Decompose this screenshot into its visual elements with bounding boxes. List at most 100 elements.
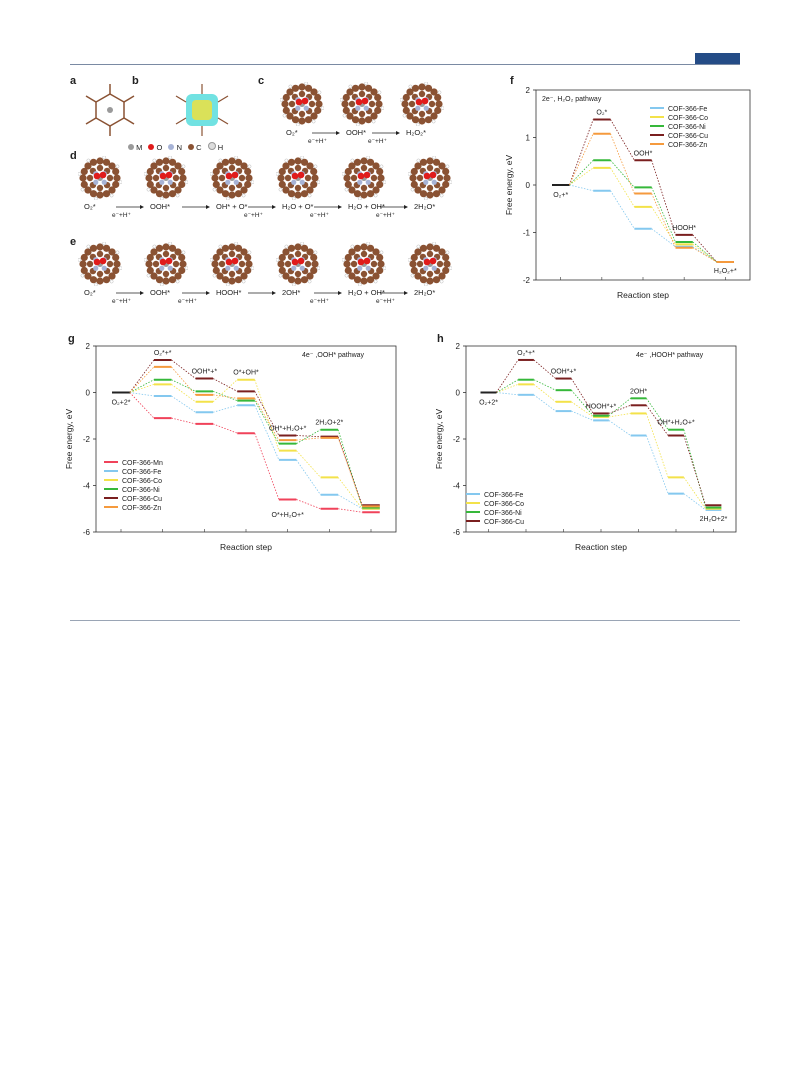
connector-line <box>610 119 635 161</box>
connector-line <box>254 433 280 500</box>
molecule-illustration <box>275 241 321 287</box>
legend-label: COF-366-Co <box>484 501 524 508</box>
y-tick-label: 2 <box>456 342 461 351</box>
molecule-caption: 2OH* <box>282 288 301 297</box>
legend-label: COF-366-Cu <box>122 496 162 503</box>
molecule-state-row_d-4 <box>341 155 387 205</box>
panel-label-f: f <box>510 75 514 87</box>
y-tick-label: -6 <box>83 528 91 537</box>
charge-density-structure-b <box>175 84 229 136</box>
connector-line <box>608 404 631 414</box>
y-tick-label: 0 <box>526 181 531 190</box>
legend-label: COF-366-Co <box>122 478 162 485</box>
atom-M-label: M <box>136 143 143 152</box>
molecule-state-row_e-2 <box>209 241 255 291</box>
legend-label: COF-366-Mn <box>122 460 163 467</box>
y-tick-label: -2 <box>453 435 461 444</box>
step-label: 2H₂O+2* <box>700 516 728 523</box>
connector-line <box>683 435 707 506</box>
legend-label: COF-366-Ni <box>484 510 522 517</box>
legend-label: COF-366-Fe <box>668 106 707 113</box>
molecule-caption: H₂O + OH* <box>348 202 385 211</box>
connector-line <box>610 160 635 188</box>
molecule-caption: H₂O + OH* <box>348 288 385 297</box>
y-tick-label: -2 <box>83 435 91 444</box>
arrow-label: e⁻+H⁺ <box>112 298 131 305</box>
connector-line <box>254 379 280 451</box>
atom-C-dot <box>188 144 195 150</box>
legend-label: COF-366-Co <box>668 115 708 122</box>
molecule-illustration <box>77 155 123 201</box>
connector-line <box>610 167 635 208</box>
legend-label: COF-366-Cu <box>484 519 524 526</box>
chart-f: 2 1 0 -1 -2 Free energy, eV Reaction step 2e⁻, … <box>504 86 751 300</box>
connector-line <box>338 508 363 513</box>
y-tick-label: 2 <box>526 86 531 95</box>
reaction-arrow <box>380 291 408 295</box>
arrow-label: e⁻+H⁺ <box>310 212 329 219</box>
connector-line <box>683 477 706 509</box>
connector-line <box>212 378 238 392</box>
connector-line <box>213 394 238 399</box>
molecule-illustration <box>407 241 453 287</box>
x-axis-label: Reaction step <box>575 542 627 552</box>
step-label: O₂+2* <box>112 400 131 407</box>
step-label: OH*+H₂O+* <box>269 426 307 433</box>
connector-line <box>129 359 155 393</box>
connector-line <box>610 190 635 229</box>
pathway-subtitle: 4e⁻ ,HOOH* pathway <box>636 352 704 359</box>
atom-M-dot <box>128 144 134 150</box>
step-label: 2H₂O+2* <box>315 420 343 427</box>
connector-line <box>171 417 196 425</box>
step-label: OOH* <box>634 150 653 157</box>
panel-label-c: c <box>258 75 265 87</box>
connector-line <box>296 450 321 478</box>
molecule-state-row_c-2 <box>399 81 445 131</box>
molecule-illustration <box>209 155 255 201</box>
connector-line <box>571 410 594 421</box>
connector-line <box>646 405 669 436</box>
atom-O-label: O <box>156 143 163 152</box>
legend-label: COF-366-Ni <box>122 487 160 494</box>
molecule-caption: 2H₂O* <box>414 202 436 211</box>
step-label: O₂* <box>596 109 607 116</box>
molecule-caption: HOOH* <box>216 288 242 297</box>
connector-line <box>571 389 594 417</box>
connector-line <box>496 392 519 396</box>
connector-line <box>171 395 196 413</box>
connector-line <box>337 477 363 509</box>
connector-line <box>212 423 238 434</box>
step-label: 2OH* <box>630 388 647 395</box>
pathway-subtitle: 2e⁻, H₂O₂ pathway <box>542 96 602 103</box>
molecule-illustration <box>341 155 387 201</box>
molecule-caption: H₂O₂* <box>406 128 426 137</box>
header-color-block <box>695 53 740 65</box>
y-tick-label: -6 <box>453 528 461 537</box>
panel-label-h: h <box>437 333 444 345</box>
connector-line <box>533 379 556 391</box>
connector-line <box>533 384 556 403</box>
x-axis-label: Reaction step <box>617 290 669 300</box>
x-axis-label: Reaction step <box>220 542 272 552</box>
molecule-caption: 2H₂O* <box>414 288 436 297</box>
panel-label-a: a <box>70 75 77 87</box>
step-label: H₂O₂+* <box>714 268 737 275</box>
y-tick-label: -2 <box>523 276 531 285</box>
molecule-state-row_c-0 <box>279 81 325 131</box>
connector-line <box>171 384 196 403</box>
reaction-arrow <box>116 291 144 295</box>
connector-line <box>296 459 321 496</box>
panel-label-g: g <box>68 333 75 345</box>
chart-g: 2 0 -2 -4 -6 Free energy, eV Reaction step 4e⁻ … <box>66 342 397 552</box>
reaction-arrow <box>182 291 210 295</box>
step-label: O₂+2* <box>479 400 498 407</box>
connector-line <box>254 398 280 441</box>
connector-line <box>651 193 676 248</box>
arrow-label: e⁻+H⁺ <box>376 298 395 305</box>
arrow-label: e⁻+H⁺ <box>376 212 395 219</box>
connector-line <box>212 379 238 403</box>
arrow-label: e⁻+H⁺ <box>244 212 263 219</box>
reaction-arrow <box>312 131 340 135</box>
y-tick-label: 1 <box>526 134 531 143</box>
molecule-state-row_e-1 <box>143 241 189 291</box>
